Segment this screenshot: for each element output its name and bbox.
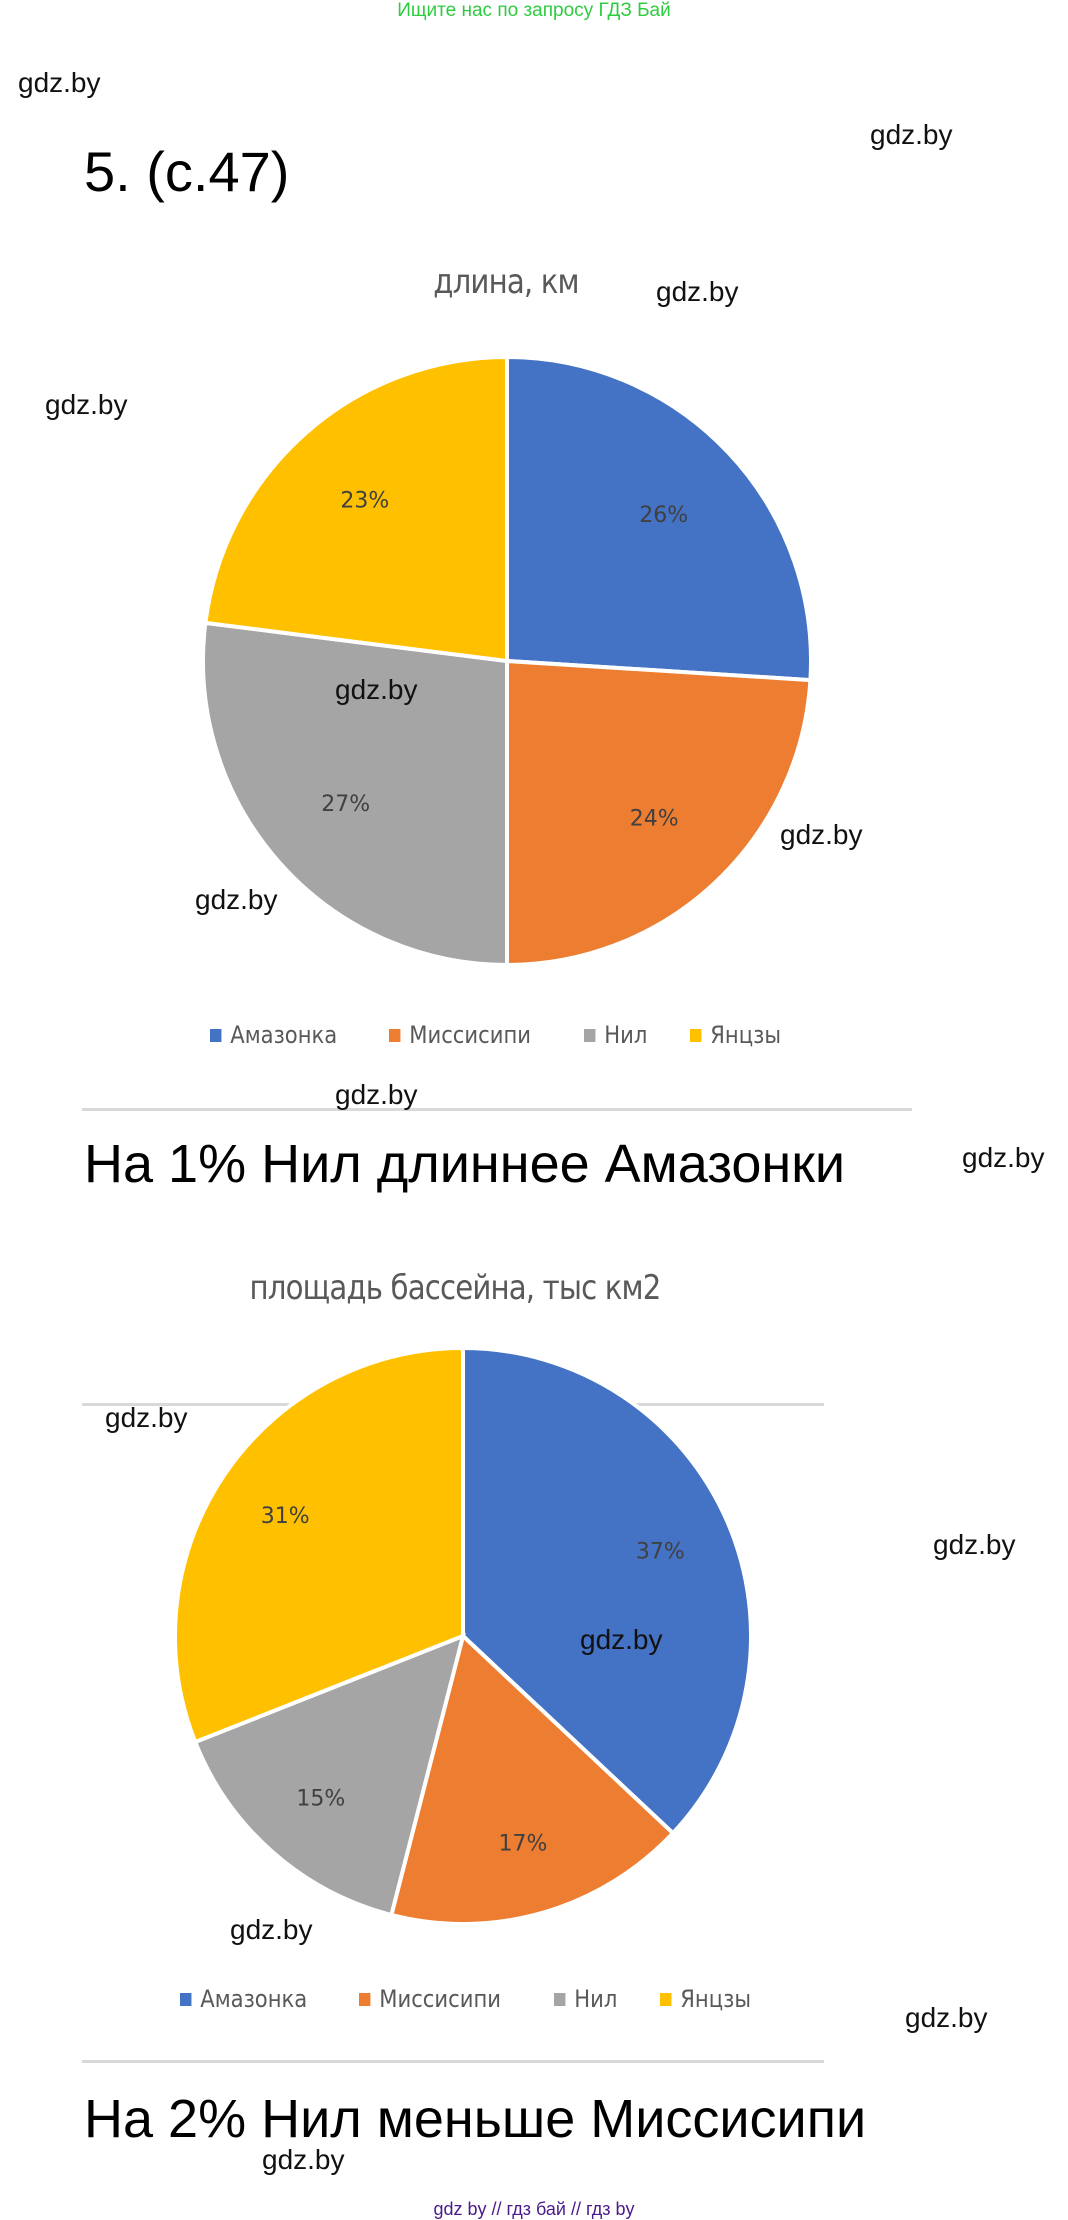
pie-chart-basin-area: 37% 17% 15% 31%	[173, 1345, 753, 1926]
answer-1: На 1% Нил длиннее Амазонки	[84, 1134, 846, 1194]
watermark-text: gdz.by	[780, 819, 863, 850]
legend-label: Миссисипи	[378, 1985, 501, 2013]
watermark-text: gdz.by	[262, 2144, 345, 2175]
legend-label: Миссисипи	[408, 1021, 531, 1049]
pie-slice-0	[461, 1345, 753, 1836]
footer-links: gdz by // гдз бай // гдз by	[433, 2199, 635, 2219]
legend-swatch	[388, 1028, 401, 1042]
answer-2: На 2% Нил меньше Миссисипи	[84, 2089, 867, 2149]
pie-slice-1	[388, 1632, 676, 1926]
slice-percent-label: 17%	[499, 1831, 548, 1856]
exercise-heading: 5. (с.47)	[84, 140, 290, 203]
pie-slice-3	[173, 1345, 465, 1745]
watermark-text: gdz.by	[45, 389, 128, 420]
legend-label: Янцзы	[710, 1021, 781, 1049]
watermark-text: gdz.by	[335, 1079, 418, 1110]
pie-slice-1	[505, 658, 813, 968]
legend-swatch	[358, 1992, 371, 2006]
pie-chart-length: 26% 24% 27% 23%	[201, 354, 813, 968]
search-banner: Ищите нас по запросу ГДЗ Бай	[397, 0, 671, 21]
slice-percent-label: 24%	[630, 807, 679, 832]
watermark-text: gdz.by	[962, 1142, 1045, 1173]
divider	[82, 2060, 824, 2063]
legend-item-mississippi: Миссисипи	[358, 1985, 501, 2013]
legend-label: Амазонка	[230, 1021, 338, 1049]
legend-item-yangtze: Янцзы	[689, 1021, 781, 1049]
legend-item-nile: Нил	[553, 1985, 618, 2013]
legend-item-amazon: Амазонка	[180, 1985, 307, 2013]
pie-slice-2	[201, 620, 509, 968]
watermark-text: gdz.by	[580, 1624, 663, 1655]
chart-2-title: площадь бассейна, тыс км2	[249, 1268, 662, 1308]
slice-percent-label: 27%	[321, 792, 370, 817]
slice-percent-label: 26%	[639, 503, 688, 528]
legend-item-yangtze: Янцзы	[659, 1985, 751, 2013]
legend-swatch	[180, 1992, 192, 2006]
legend-label: Нил	[604, 1021, 648, 1049]
legend-label: Янцзы	[680, 1985, 751, 2013]
legend-item-amazon: Амазонка	[210, 1021, 337, 1049]
legend-swatch	[553, 1992, 566, 2006]
legend-item-nile: Нил	[583, 1021, 648, 1049]
watermark-text: gdz.by	[105, 1402, 188, 1433]
chart-1-title: длина, км	[433, 262, 579, 302]
slice-percent-label: 23%	[340, 489, 389, 514]
legend-swatch	[689, 1028, 702, 1042]
pie-slice-3	[203, 354, 509, 664]
legend-label: Нил	[574, 1985, 618, 2013]
watermark-text: gdz.by	[933, 1529, 1016, 1560]
slice-percent-label: 15%	[296, 1786, 345, 1811]
watermark-text: gdz.by	[195, 884, 278, 915]
legend-swatch	[210, 1028, 222, 1042]
slice-percent-label: 31%	[261, 1504, 310, 1529]
pie-slice-2	[192, 1632, 466, 1918]
watermark-text: gdz.by	[656, 276, 739, 307]
divider	[82, 1108, 912, 1111]
watermark-text: gdz.by	[18, 67, 101, 98]
pie-slice-0	[505, 354, 813, 683]
legend-swatch	[583, 1028, 596, 1042]
chart-2-legend: Амазонка Миссисипи Нил Янцзы	[180, 1985, 763, 2013]
watermark-text: gdz.by	[870, 119, 953, 150]
watermark-text: gdz.by	[905, 2002, 988, 2033]
legend-item-mississippi: Миссисипи	[388, 1021, 531, 1049]
watermark-text: gdz.by	[335, 674, 418, 705]
watermark-text: gdz.by	[230, 1914, 313, 1945]
chart-1-legend: Амазонка Миссисипи Нил Янцзы	[210, 1021, 793, 1049]
legend-swatch	[659, 1992, 672, 2006]
legend-label: Амазонка	[200, 1985, 308, 2013]
slice-percent-label: 37%	[636, 1540, 685, 1565]
